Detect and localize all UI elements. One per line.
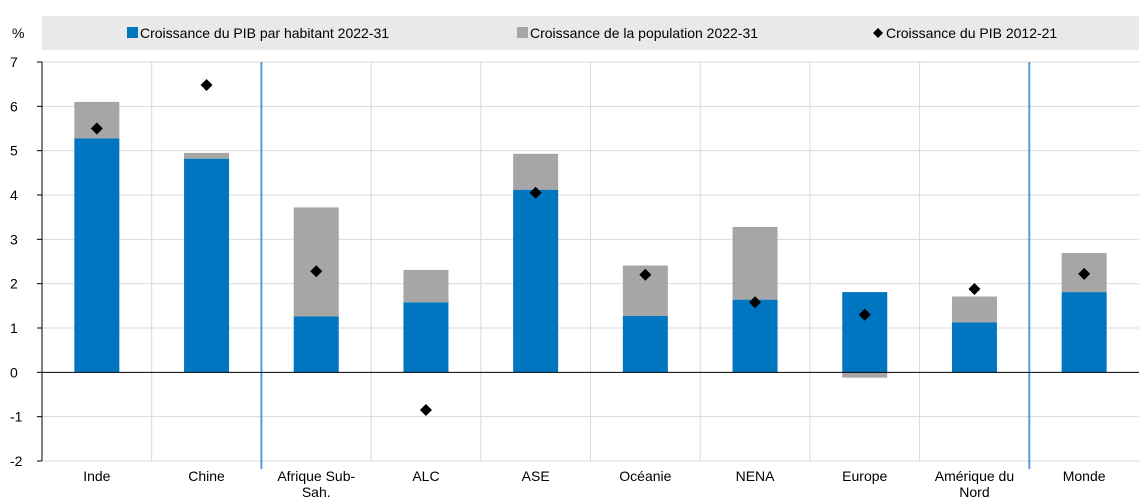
- bar-croissance-du-pib-par-habitant-2022-31-monde: [1061, 292, 1107, 373]
- y-tick-label: 7: [10, 54, 18, 70]
- bar-croissance-du-pib-par-habitant-2022-31-nena: [732, 299, 778, 373]
- bar-croissance-du-pib-par-habitant-2022-31-ase: [513, 189, 559, 373]
- marker-amerique-du-nord: [968, 282, 981, 295]
- y-tick-label: -1: [10, 409, 23, 425]
- bar-croissance-de-la-population-2022-31-nena: [732, 226, 778, 300]
- y-tick-label: 0: [10, 364, 18, 380]
- marker-chine: [200, 79, 213, 92]
- legend-label: Croissance de la population 2022-31: [530, 25, 758, 41]
- bar-croissance-du-pib-par-habitant-2022-31-afrique-sub-sah: [293, 316, 339, 373]
- y-axis-unit-label: %: [12, 25, 24, 41]
- bar-croissance-de-la-population-2022-31-afrique-sub-sah: [293, 207, 339, 317]
- group-separators: [260, 62, 1031, 469]
- bars: [74, 101, 1107, 378]
- x-tick-label: Europe: [842, 468, 887, 484]
- marker-afrique-sub-sah: [310, 265, 323, 278]
- y-tick-label: -2: [10, 453, 23, 469]
- gridlines: [42, 61, 1139, 462]
- bar-croissance-du-pib-par-habitant-2022-31-inde: [74, 138, 120, 373]
- bar-croissance-de-la-population-2022-31-ase: [513, 153, 559, 190]
- x-tick-label: Afrique Sub-: [277, 468, 355, 484]
- bar-croissance-du-pib-par-habitant-2022-31-europe: [842, 292, 888, 373]
- bar-croissance-du-pib-par-habitant-2022-31-oceanie: [622, 316, 668, 373]
- bar-croissance-du-pib-par-habitant-2022-31-chine: [184, 158, 230, 373]
- marker-monde: [1078, 267, 1091, 280]
- y-tick-label: 5: [10, 143, 18, 159]
- x-tick-label: Chine: [188, 468, 225, 484]
- x-tick-label: Monde: [1063, 468, 1106, 484]
- x-tick-label: ASE: [522, 468, 550, 484]
- legend-background: [42, 16, 1139, 50]
- marker-ase: [529, 186, 542, 199]
- x-tick-label: Inde: [83, 468, 110, 484]
- x-tick-label: ALC: [412, 468, 439, 484]
- bar-croissance-de-la-population-2022-31-amerique-du-nord: [951, 296, 997, 323]
- legend-label: Croissance du PIB 2012-21: [886, 25, 1057, 41]
- bar-croissance-du-pib-par-habitant-2022-31-alc: [403, 302, 449, 373]
- marker-oceanie: [639, 268, 652, 281]
- y-tick-label: 3: [10, 231, 18, 247]
- x-tick-label: Sah.: [302, 484, 331, 500]
- bar-croissance-du-pib-par-habitant-2022-31-amerique-du-nord: [951, 322, 997, 373]
- bar-croissance-de-la-population-2022-31-alc: [403, 269, 449, 303]
- legend-swatch: [127, 27, 138, 38]
- y-tick-label: 2: [10, 276, 18, 292]
- x-tick-label: NENA: [736, 468, 776, 484]
- y-tick-label: 1: [10, 320, 18, 336]
- legend-label: Croissance du PIB par habitant 2022-31: [140, 25, 389, 41]
- legend-swatch: [517, 27, 528, 38]
- markers: [90, 79, 1091, 417]
- marker-alc: [419, 404, 432, 417]
- x-tick-labels: Inde Chine Afrique Sub-Sah. ALC ASE Océanie NE…: [83, 468, 1106, 500]
- legend-swatch: [873, 28, 883, 38]
- y-tick-label: 6: [10, 98, 18, 114]
- marker-nena: [749, 296, 762, 309]
- y-tick-labels: 7 6 5 4 3 2 1 0 -1 -2: [10, 54, 23, 469]
- axes: [37, 61, 1139, 462]
- bar-croissance-de-la-population-2022-31-europe: [842, 372, 888, 378]
- legend: Croissance du PIB par habitant 2022-31 Cr…: [127, 25, 1057, 41]
- marker-inde: [90, 122, 103, 135]
- bar-croissance-de-la-population-2022-31-chine: [184, 152, 230, 159]
- x-tick-label: Amérique du: [935, 468, 1014, 484]
- x-tick-label: Nord: [959, 484, 989, 500]
- x-tick-label: Océanie: [619, 468, 671, 484]
- y-tick-label: 4: [10, 187, 18, 203]
- marker-europe: [858, 308, 871, 321]
